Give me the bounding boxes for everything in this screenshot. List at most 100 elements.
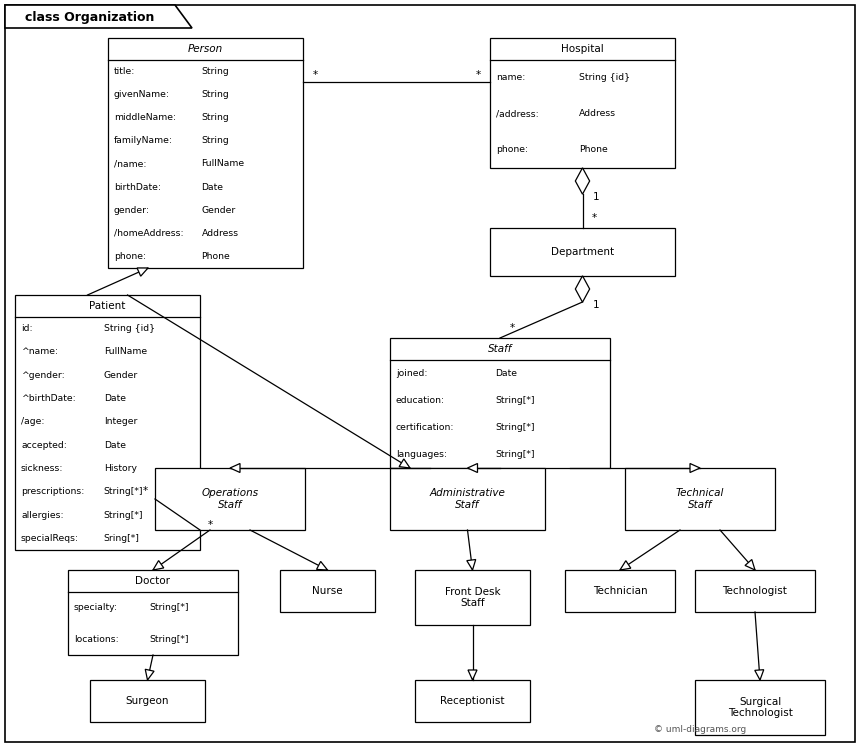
Text: /name:: /name:	[114, 160, 146, 169]
Polygon shape	[745, 560, 755, 570]
Text: Technician: Technician	[593, 586, 648, 596]
Bar	[15, 295, 200, 550]
Text: prescriptions:: prescriptions:	[21, 487, 84, 496]
Text: sickness:: sickness:	[21, 464, 64, 473]
Text: Phone: Phone	[201, 252, 230, 261]
Text: String: String	[201, 90, 230, 99]
Polygon shape	[137, 268, 148, 276]
Polygon shape	[399, 459, 410, 468]
Text: *: *	[312, 70, 317, 80]
Text: *: *	[509, 323, 514, 333]
Text: class Organization: class Organization	[25, 10, 155, 23]
Text: String {id}: String {id}	[104, 324, 155, 333]
Bar	[280, 570, 375, 612]
Text: String {id}: String {id}	[579, 73, 630, 82]
Text: 1: 1	[593, 300, 599, 310]
Bar	[390, 468, 545, 530]
Text: ^birthDate:: ^birthDate:	[21, 394, 76, 403]
Text: History: History	[104, 464, 137, 473]
Polygon shape	[153, 560, 163, 570]
Text: Patient: Patient	[89, 301, 126, 311]
Text: String: String	[201, 137, 230, 146]
Text: Date: Date	[104, 441, 126, 450]
Text: FullName: FullName	[201, 160, 245, 169]
Text: specialty:: specialty:	[74, 604, 118, 613]
Text: certification:: certification:	[396, 423, 454, 432]
Polygon shape	[467, 560, 476, 570]
Text: Nurse: Nurse	[312, 586, 343, 596]
Text: String[*]: String[*]	[150, 604, 189, 613]
Bar	[490, 38, 675, 168]
Text: title:: title:	[114, 67, 135, 76]
Text: phone:: phone:	[114, 252, 146, 261]
Text: /address:: /address:	[496, 110, 538, 119]
Text: education:: education:	[396, 396, 445, 405]
Text: String[*]: String[*]	[495, 450, 535, 459]
Text: Date: Date	[495, 369, 518, 378]
Polygon shape	[468, 670, 477, 680]
Text: FullName: FullName	[104, 347, 147, 356]
Text: /age:: /age:	[21, 418, 45, 427]
Text: Address: Address	[579, 110, 616, 119]
Text: Phone: Phone	[579, 146, 607, 155]
Polygon shape	[575, 276, 590, 303]
Text: ^name:: ^name:	[21, 347, 58, 356]
Text: languages:: languages:	[396, 450, 447, 459]
Polygon shape	[145, 669, 154, 680]
Text: Administrative
Staff: Administrative Staff	[429, 489, 506, 509]
Bar	[695, 680, 825, 735]
Text: specialReqs:: specialReqs:	[21, 534, 79, 543]
Text: String[*]: String[*]	[495, 396, 535, 405]
Text: Date: Date	[201, 182, 224, 192]
Polygon shape	[316, 562, 328, 570]
Text: String[*]: String[*]	[495, 423, 535, 432]
Bar	[68, 570, 238, 655]
Text: Integer: Integer	[104, 418, 138, 427]
Bar	[415, 680, 530, 722]
Bar	[415, 570, 530, 625]
Text: Operations
Staff: Operations Staff	[201, 489, 259, 509]
Text: *: *	[592, 213, 597, 223]
Text: Front Desk
Staff: Front Desk Staff	[445, 586, 501, 608]
Polygon shape	[5, 5, 192, 28]
Bar	[108, 38, 303, 268]
Text: 1: 1	[593, 192, 599, 202]
Text: Date: Date	[104, 394, 126, 403]
Text: familyName:: familyName:	[114, 137, 173, 146]
Polygon shape	[575, 168, 590, 194]
Bar	[390, 338, 610, 468]
Text: phone:: phone:	[496, 146, 528, 155]
Text: Receptionist: Receptionist	[440, 696, 505, 706]
Text: String[*]: String[*]	[150, 635, 189, 644]
Polygon shape	[690, 463, 700, 473]
Text: Gender: Gender	[104, 371, 138, 379]
Text: Surgical
Technologist: Surgical Technologist	[728, 697, 792, 719]
Text: Address: Address	[201, 229, 239, 238]
Text: locations:: locations:	[74, 635, 119, 644]
Text: String[*]: String[*]	[104, 487, 144, 496]
Text: String: String	[201, 67, 230, 76]
Text: ^gender:: ^gender:	[21, 371, 64, 379]
Text: gender:: gender:	[114, 205, 150, 214]
Text: String: String	[201, 114, 230, 123]
Text: Gender: Gender	[201, 205, 236, 214]
Bar	[490, 228, 675, 276]
Bar	[695, 570, 815, 612]
Bar	[90, 680, 205, 722]
Polygon shape	[755, 670, 764, 680]
Bar	[565, 570, 675, 612]
Text: joined:: joined:	[396, 369, 427, 378]
Text: id:: id:	[21, 324, 33, 333]
Text: String[*]: String[*]	[104, 510, 144, 520]
Text: givenName:: givenName:	[114, 90, 170, 99]
Polygon shape	[620, 561, 631, 570]
Text: name:: name:	[496, 73, 525, 82]
Text: Surgeon: Surgeon	[126, 696, 169, 706]
Text: Person: Person	[187, 44, 223, 54]
Text: © uml-diagrams.org: © uml-diagrams.org	[654, 725, 746, 734]
Text: *: *	[207, 520, 212, 530]
Text: accepted:: accepted:	[21, 441, 67, 450]
Text: /homeAddress:: /homeAddress:	[114, 229, 184, 238]
Text: middleName:: middleName:	[114, 114, 176, 123]
Text: Technical
Staff: Technical Staff	[676, 489, 724, 509]
